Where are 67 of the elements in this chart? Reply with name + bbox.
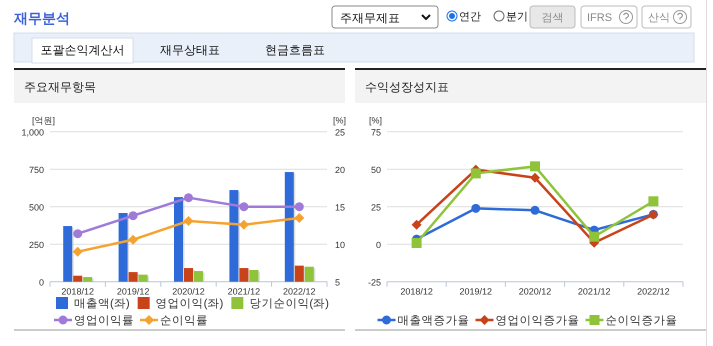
legend-label: 매출액(좌) [74,297,130,310]
point [128,234,138,245]
text: IFRS [587,12,612,24]
x-tick-label: 2020/12 [172,286,205,297]
y-axis-title: [%] [369,116,382,126]
text: 분기 [506,11,528,23]
y-tick-label: 750 [28,165,44,176]
y-tick-label: 250 [28,240,44,250]
x-tick-label: 2022/12 [283,286,316,297]
legend-label: 영업이익률 [74,315,134,327]
point [72,246,83,257]
text: 포괄손익계산서 [40,43,124,57]
point [589,232,600,242]
x-tick-label: 2018/12 [61,286,94,297]
text: 현금흐름표 [265,43,325,57]
point [412,238,422,248]
y-tick-label: 500 [28,202,44,213]
y2-axis-title: [%] [333,116,346,126]
x-tick-label: 2020/12 [518,286,552,297]
y2-tick-label: 20 [335,165,346,176]
point [471,204,480,213]
legend-label: 영업이익(좌) [156,298,224,310]
point [648,196,658,206]
legend-label: 영업이익증가율 [496,315,580,327]
y-tick-label: 75 [370,128,381,138]
point [239,202,248,212]
x-tick-label: 2022/12 [637,286,670,297]
text: 재무상태표 [160,43,220,57]
point [73,229,82,238]
point [238,220,249,230]
y-axis-title: [억원] [32,116,56,126]
y-tick-label: -25 [368,278,381,288]
y2-tick-label: 10 [335,240,346,250]
y-tick-label: 50 [370,165,381,176]
text: 산식 [648,12,670,24]
x-tick-label: 2018/12 [400,286,433,297]
text: 연간 [459,11,481,23]
x-tick-label: 2021/12 [228,286,260,297]
chart-title: 수익성장성지표 [365,80,449,94]
text: 검색 [542,12,564,24]
y-tick-label: 0 [38,278,44,288]
point [184,216,194,226]
point [184,193,193,202]
point [530,206,540,215]
legend-label: 당기순이익(좌) [249,298,330,310]
point [530,172,540,183]
legend-label: 매출액증가율 [398,314,470,327]
y-tick-label: 25 [370,202,381,213]
y2-tick-label: 25 [335,128,346,138]
x-tick-label: 2019/12 [116,286,150,297]
chart-title: 주요재무항목 [24,80,96,94]
y2-tick-label: 5 [335,278,340,288]
point [294,202,304,212]
x-tick-label: 2019/12 [460,286,492,297]
legend-label: 순이익률 [160,315,208,327]
text: 주재무제표 [340,11,400,25]
x-tick-label: 2021/12 [578,286,610,297]
legend-label: 순이익증가율 [606,315,678,327]
y-tick-label: 0 [376,240,381,250]
point [470,168,481,178]
y2-tick-label: 15 [335,202,346,213]
point [530,161,540,172]
y-tick-label: 1,000 [21,128,44,138]
text: 재무분석 [13,10,70,26]
point [128,211,138,220]
point [412,220,422,230]
point [294,212,304,223]
